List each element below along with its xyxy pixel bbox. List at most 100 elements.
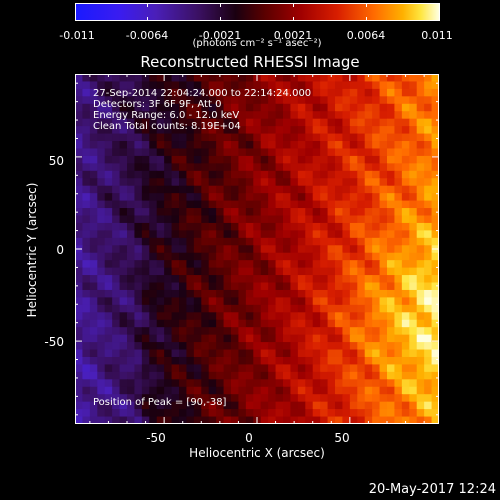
heatmap-cell [186, 96, 195, 105]
heatmap-cell [89, 103, 98, 112]
heatmap-cell [275, 297, 284, 306]
heatmap-cell [245, 230, 254, 239]
heatmap-cell [387, 215, 396, 224]
heatmap-cell [342, 126, 351, 135]
heatmap-cell [349, 126, 358, 135]
heatmap-cell [112, 230, 121, 239]
heatmap-cell [97, 327, 106, 336]
heatmap-cell [127, 133, 136, 142]
heatmap-cell [127, 282, 136, 291]
heatmap-cell [312, 386, 321, 395]
heatmap-cell [357, 356, 366, 366]
heatmap-cell [179, 193, 188, 202]
heatmap-cell [312, 260, 321, 269]
heatmap-cell [97, 208, 106, 217]
heatmap-cell [245, 304, 254, 313]
heatmap-cell [171, 141, 180, 150]
heatmap-cell [149, 200, 158, 209]
heatmap-cell [290, 416, 299, 424]
heatmap-cell [104, 208, 113, 217]
heatmap-cell [89, 260, 98, 269]
heatmap-cell [75, 230, 84, 239]
heatmap-cell [305, 401, 314, 410]
heatmap-cell [342, 81, 351, 90]
heatmap-cell [387, 200, 396, 209]
heatmap-cell [320, 133, 329, 142]
heatmap-cell [119, 364, 128, 373]
heatmap-cell [312, 356, 321, 366]
heatmap-cell [260, 379, 269, 388]
heatmap-cell [297, 215, 306, 224]
heatmap-cell [186, 371, 195, 380]
heatmap-cell [134, 289, 143, 299]
heatmap-cell [141, 356, 150, 366]
heatmap-cell [349, 289, 358, 299]
heatmap-cell [127, 88, 136, 97]
heatmap-cell [349, 215, 358, 224]
heatmap-cell [179, 394, 188, 403]
heatmap-cell [119, 111, 128, 120]
heatmap-cell [290, 141, 299, 150]
heatmap-cell [387, 252, 396, 261]
heatmap-cell [82, 267, 91, 276]
heatmap-cell [127, 163, 136, 172]
heatmap-cell [387, 155, 396, 164]
heatmap-cell [75, 215, 84, 224]
heatmap-cell [82, 178, 91, 187]
heatmap-cell [149, 74, 158, 83]
heatmap-cell [424, 319, 433, 328]
heatmap-cell [156, 371, 165, 380]
heatmap-cell [201, 126, 210, 135]
heatmap-cell [171, 215, 180, 224]
heatmap-cell [164, 178, 173, 187]
heatmap-cell [260, 252, 269, 261]
heatmap-cell [372, 170, 381, 179]
heatmap-cell [193, 222, 202, 231]
footer-timestamp: 20-May-2017 12:24 [368, 482, 496, 497]
heatmap-cell [179, 88, 188, 97]
heatmap-cell [260, 126, 269, 135]
heatmap-cell [134, 74, 143, 83]
heatmap-cell [149, 289, 158, 299]
heatmap-cell [290, 222, 299, 231]
heatmap-cell [238, 133, 247, 142]
heatmap-cell [268, 297, 277, 306]
heatmap-cell [424, 215, 433, 224]
heatmap-cell [134, 148, 143, 157]
heatmap-cell [349, 401, 358, 410]
heatmap-cell [193, 126, 202, 135]
heatmap-cell [349, 193, 358, 202]
heatmap-cell [349, 178, 358, 187]
heatmap-cell [216, 379, 225, 388]
heatmap-cell [387, 230, 396, 239]
heatmap-cell [268, 230, 277, 239]
heatmap-cell [275, 103, 284, 112]
heatmap-cell [89, 88, 98, 97]
heatmap-cell [253, 245, 262, 254]
heatmap-cell [349, 133, 358, 142]
heatmap-cell [156, 126, 165, 135]
colorbar-tick-label: 0.0064 [346, 29, 386, 42]
heatmap-cell [223, 371, 232, 380]
heatmap-cell [231, 356, 240, 366]
heatmap-cell [104, 289, 113, 299]
heatmap-cell [238, 371, 247, 380]
heatmap-cell [231, 260, 240, 269]
heatmap-cell [335, 379, 344, 388]
heatmap-cell [342, 312, 351, 321]
heatmap-cell [349, 170, 358, 179]
heatmap-cell [75, 282, 84, 291]
heatmap-cell [171, 148, 180, 157]
heatmap-cell [394, 148, 403, 157]
heatmap-cell [431, 74, 439, 83]
heatmap-cell [297, 200, 306, 209]
heatmap-cell [297, 267, 306, 276]
heatmap-cell [156, 319, 165, 328]
heatmap-cell [260, 401, 269, 410]
heatmap-cell [364, 170, 373, 179]
heatmap-cell [134, 155, 143, 164]
heatmap-cell [349, 327, 358, 336]
heatmap-cell [394, 304, 403, 313]
heatmap-cell [216, 215, 225, 224]
heatmap-cell [171, 170, 180, 179]
